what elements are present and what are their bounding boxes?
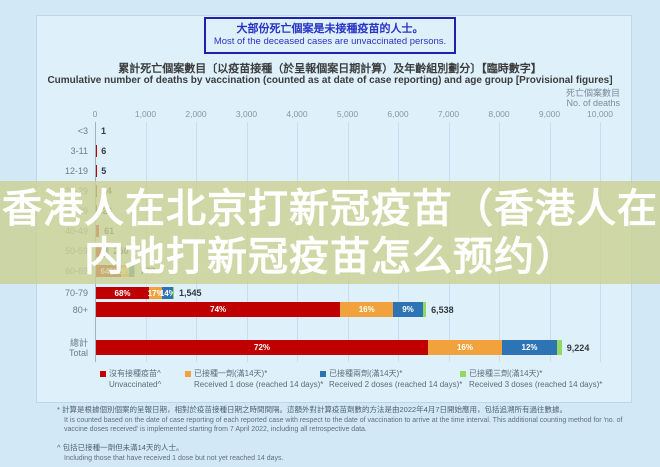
total-deaths-label: 1,545: [179, 288, 202, 298]
total-deaths-label: 1: [101, 126, 107, 136]
x-tick-label: 1,000: [134, 109, 157, 119]
segment-percent-label: 12%: [521, 343, 538, 352]
footnote-2-en: Including those that have received 1 dos…: [64, 455, 284, 462]
age-group-label: 總計 Total: [68, 337, 88, 358]
bar-segment-dose2: 12%: [501, 340, 558, 355]
age-group-label: 70-79: [64, 288, 88, 298]
age-group-label: 12-19: [64, 166, 88, 176]
key-message-box: 大部份死亡個案是未接種疫苗的人士。 Most of the deceased c…: [204, 17, 456, 54]
legend-swatch-unvaccinated: [100, 371, 106, 377]
bar-segment-unvaccinated: 74%: [96, 302, 341, 317]
legend-label-en: Received 1 dose (reached 14 days)*: [194, 380, 324, 389]
bar-segment-dose1: 16%: [340, 302, 394, 317]
key-message-en: Most of the deceased cases are unvaccina…: [213, 36, 447, 47]
total-deaths-label: 6: [101, 146, 107, 156]
legend-item-dose1: 已接種一劑(滿14天)* Received 1 dose (reached 14 …: [185, 369, 323, 390]
legend-item-dose3: 已接種三劑(滿14天)* Received 3 doses (reached 14…: [460, 369, 602, 390]
bar-segment-dose3: [422, 302, 427, 317]
legend-label-en: Received 3 doses (reached 14 days)*: [469, 380, 603, 389]
footnote-1-zh: * 計算是根據個別個案的呈報日期，相對於疫苗接種日期之時間間隔。這額外對計算疫苗…: [57, 405, 568, 414]
x-tick-label: 4,000: [286, 109, 308, 119]
x-tick-label: 7,000: [437, 109, 460, 119]
value-axis-unit-zh: 死亡個案數目: [565, 88, 620, 98]
segment-percent-label: 14%: [159, 288, 176, 298]
key-message-zh: 大部份死亡個案是未接種疫苗的人士。: [236, 23, 424, 35]
total-deaths-label: 6,538: [431, 304, 454, 315]
watermark-text-line2: 内地打新冠疫苗怎么预约）: [84, 234, 576, 279]
segment-percent-label: 16%: [456, 343, 473, 352]
legend-label-zh: 已接種兩劑(滿14天)*: [329, 369, 403, 378]
legend-swatch-dose1: [185, 371, 191, 377]
legend-item-unvaccinated: 沒有接種疫苗^ Unvaccinated^: [100, 369, 161, 390]
watermark-text-line1: 香港人在北京打新冠疫苗（香港人在: [2, 186, 658, 231]
bar-segment-dose3: [557, 340, 562, 355]
segment-percent-label: 68%: [114, 288, 131, 298]
legend-label-zh: 已接種三劑(滿14天)*: [469, 369, 543, 378]
footnote-2-zh: ^ 包括已接種一劑但未滿14天的人士。: [57, 443, 184, 452]
legend-label-zh: 沒有接種疫苗^: [109, 369, 161, 378]
bar-segment-unvaccinated: 68%: [96, 287, 150, 299]
footnotes: * 計算是根據個別個案的呈報日期，相對於疫苗接種日期之時間間隔。這額外對計算疫苗…: [57, 405, 635, 463]
legend-label-en: Received 2 doses (reached 14 days)*: [329, 380, 463, 389]
total-deaths-label: 5: [101, 166, 107, 176]
segment-percent-label: 9%: [402, 305, 414, 314]
legend-swatch-dose2: [320, 371, 326, 377]
legend-label-zh: 已接種一劑(滿14天)*: [194, 369, 268, 378]
stacked-bar: 68% 17% 14%: [96, 287, 176, 299]
segment-percent-label: 17%: [147, 288, 164, 298]
bar-segment-dose2: 14%: [159, 287, 176, 299]
segment-percent-label: 74%: [210, 305, 227, 314]
segment-percent-label: 72%: [254, 343, 271, 352]
stacked-bar: 74% 16% 9%: [96, 302, 427, 317]
bar-segment-dose1: 16%: [428, 340, 502, 355]
bar-segment-dose1: 17%: [147, 287, 164, 299]
legend-item-dose2: 已接種兩劑(滿14天)* Received 2 doses (reached 14…: [320, 369, 462, 390]
bar-segment-dose3: [173, 287, 174, 299]
x-tick-label: 2,000: [185, 109, 207, 119]
x-tick-label: 3,000: [235, 109, 258, 119]
x-tick-label: 0: [92, 109, 98, 119]
total-deaths-label: 9,224: [566, 342, 590, 353]
age-group-label: 3-11: [70, 146, 88, 156]
segment-percent-label: 16%: [358, 305, 375, 314]
chart-title-zh: 累計死亡個案數目〔以疫苗接種（於呈報個案日期計算）及年齡組別劃分〕【臨時數字】: [118, 63, 542, 75]
age-group-label: 80+: [72, 304, 88, 315]
x-tick-label: 8,000: [488, 109, 510, 119]
chart-title-en: Cumulative number of deaths by vaccinati…: [47, 75, 613, 86]
legend-label-en: Unvaccinated^: [109, 380, 162, 389]
bar-segment-dose2: 9%: [393, 302, 423, 317]
x-tick-label: 10,000: [587, 109, 613, 119]
stacked-bar: 72% 16% 12%: [96, 340, 562, 355]
bar-segment-unvaccinated: 72%: [96, 340, 429, 355]
x-tick-label: 5,000: [336, 109, 359, 119]
x-tick-label: 9,000: [538, 109, 561, 119]
footnote-1-en: It is counted based on the date of case …: [64, 417, 623, 433]
legend-swatch-dose3: [460, 371, 466, 377]
age-group-label: <3: [77, 126, 88, 136]
watermark-overlay: 香港人在北京打新冠疫苗（香港人在 内地打新冠疫苗怎么预约）: [0, 181, 660, 284]
x-tick-label: 6,000: [387, 109, 409, 119]
value-axis-unit-en: No. of deaths: [566, 98, 620, 108]
